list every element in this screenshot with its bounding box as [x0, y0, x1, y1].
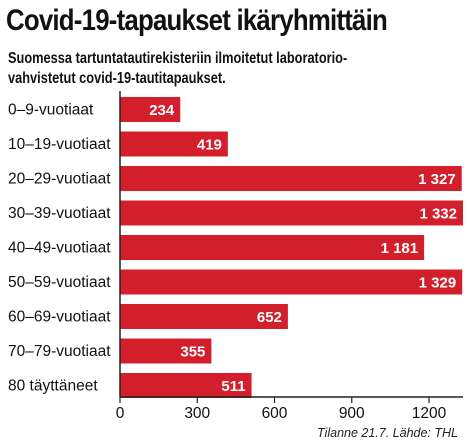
- value-label: 234: [149, 102, 175, 119]
- category-label: 20–29-vuotiaat: [8, 171, 111, 188]
- x-tick-label: 1200: [412, 405, 447, 422]
- value-label: 652: [257, 309, 282, 326]
- category-label: 0–9-vuotiaat: [8, 102, 94, 119]
- category-label: 80 täyttäneet: [8, 378, 98, 395]
- value-label: 1 332: [419, 206, 457, 223]
- bar: [120, 97, 181, 122]
- value-label: 511: [221, 378, 245, 395]
- value-label: 1 327: [418, 171, 456, 188]
- x-tick-label: 300: [184, 405, 210, 422]
- value-label: 1 181: [381, 240, 419, 257]
- category-label: 10–19-vuotiaat: [8, 136, 111, 153]
- x-tick-label: 600: [262, 405, 288, 422]
- x-tick-label: 0: [116, 405, 125, 422]
- bar: [120, 304, 288, 329]
- bar: [120, 338, 212, 364]
- subtitle-line-1: Suomessa tartuntatautirekisteriin ilmoit…: [8, 50, 348, 67]
- value-label: 1 329: [419, 275, 457, 292]
- bar: [120, 200, 463, 226]
- bar: [120, 235, 425, 260]
- category-label: 40–49-vuotiaat: [8, 240, 111, 257]
- subtitle-line-2: vahvistetut covid-19-tautitapaukset.: [8, 70, 226, 87]
- value-label: 355: [180, 344, 205, 361]
- category-label: 60–69-vuotiaat: [8, 309, 111, 326]
- x-tick-label: 900: [339, 405, 365, 422]
- source-note: Tilanne 21.7. Lähde: THL: [317, 426, 458, 440]
- bar: [120, 373, 252, 398]
- chart-subtitle: Suomessa tartuntatautirekisteriin ilmoit…: [8, 49, 456, 89]
- value-label: 419: [197, 137, 222, 154]
- category-label: 50–59-vuotiaat: [8, 274, 111, 291]
- bar: [120, 166, 462, 191]
- chart-title: Covid-19-tapaukset ikäryhmittäin: [6, 4, 388, 37]
- category-label: 30–39-vuotiaat: [8, 205, 111, 222]
- bar: [120, 131, 228, 157]
- bar: [120, 269, 463, 295]
- category-label: 70–79-vuotiaat: [8, 343, 111, 360]
